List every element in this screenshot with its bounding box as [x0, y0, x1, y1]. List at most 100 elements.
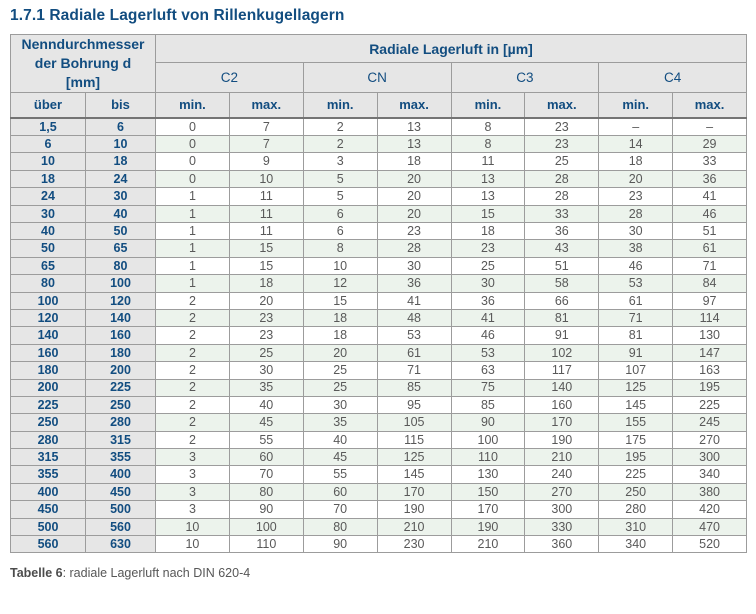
table-header: Nenndurchmesser der Bohrung d [mm] Radia…	[10, 33, 748, 120]
header-group-row: Nenndurchmesser der Bohrung d [mm] Radia…	[10, 33, 748, 93]
header-cn-max: max.	[376, 91, 452, 120]
cell-cn-max: 20	[376, 169, 452, 189]
cell-c3-min: 100	[450, 430, 526, 450]
cell-c4-max: 380	[672, 482, 748, 502]
cell-over: 200	[10, 378, 86, 397]
header-c3-max: max.	[524, 91, 600, 120]
cell-to: 200	[85, 361, 156, 380]
cell-c3-max: 23	[524, 117, 600, 137]
cell-c4-max: 520	[672, 535, 748, 554]
cell-over: 40	[10, 222, 86, 241]
cell-cn-max: 61	[376, 343, 452, 363]
cell-over: 65	[10, 256, 86, 276]
table-row: 180 200 2 30 25 71 63 117 107 163	[10, 361, 748, 380]
cell-cn-min: 90	[302, 535, 378, 554]
cell-c2-max: 90	[228, 500, 304, 519]
table-row: 250 280 2 45 35 105 90 170 155 245	[10, 413, 748, 432]
cell-over: 400	[10, 482, 86, 502]
cell-c2-min: 10	[155, 535, 230, 554]
cell-c4-min: 145	[598, 395, 674, 415]
cell-c2-min: 3	[155, 465, 230, 484]
cell-cn-min: 5	[302, 169, 378, 189]
cell-c2-min: 10	[155, 517, 230, 537]
cell-cn-min: 25	[302, 361, 378, 380]
cell-cn-max: 210	[376, 517, 452, 537]
cell-c3-max: 160	[524, 395, 600, 415]
cell-c3-max: 28	[524, 187, 600, 206]
cell-c4-max: 51	[672, 222, 748, 241]
table-row: 400 450 3 80 60 170 150 270 250 380	[10, 482, 748, 502]
table-row: 24 30 1 11 5 20 13 28 23 41	[10, 187, 748, 206]
cell-c4-max: 420	[672, 500, 748, 519]
cell-c4-min: 20	[598, 169, 674, 189]
cell-to: 30	[85, 187, 156, 206]
cell-cn-min: 20	[302, 343, 378, 363]
header-c4-min: min.	[598, 91, 674, 120]
cell-c4-min: 28	[598, 204, 674, 224]
cell-to: 120	[85, 291, 156, 310]
table-row: 315 355 3 60 45 125 110 210 195 300	[10, 448, 748, 467]
cell-c2-max: 40	[228, 395, 304, 415]
cell-over: 560	[10, 535, 86, 554]
cell-to: 24	[85, 169, 156, 189]
cell-to: 315	[85, 430, 156, 450]
cell-cn-min: 40	[302, 430, 378, 450]
cell-cn-max: 105	[376, 413, 452, 432]
cell-c3-max: 43	[524, 239, 600, 258]
cell-c3-min: 15	[450, 204, 526, 224]
cell-cn-min: 55	[302, 465, 378, 484]
cell-to: 65	[85, 239, 156, 258]
cell-c2-min: 2	[155, 308, 230, 328]
cell-c3-max: 36	[524, 222, 600, 241]
cell-c3-min: 11	[450, 152, 526, 171]
cell-to: 40	[85, 204, 156, 224]
cell-c4-max: 163	[672, 361, 748, 380]
cell-c4-max: 130	[672, 326, 748, 345]
cell-c2-min: 0	[155, 135, 230, 154]
cell-cn-min: 15	[302, 291, 378, 310]
table-row: 500 560 10 100 80 210 190 330 310 470	[10, 517, 748, 537]
cell-c3-max: 23	[524, 135, 600, 154]
cell-c2-min: 2	[155, 291, 230, 310]
cell-cn-max: 13	[376, 117, 452, 137]
cell-c2-min: 3	[155, 482, 230, 502]
table-row: 65 80 1 15 10 30 25 51 46 71	[10, 256, 748, 276]
cell-c2-max: 11	[228, 204, 304, 224]
cell-c2-max: 55	[228, 430, 304, 450]
cell-c4-min: 125	[598, 378, 674, 397]
cell-c3-max: 117	[524, 361, 600, 380]
cell-cn-max: 41	[376, 291, 452, 310]
cell-c3-min: 30	[450, 274, 526, 293]
cell-c4-min: 91	[598, 343, 674, 363]
cell-c4-min: 61	[598, 291, 674, 310]
cell-c2-min: 3	[155, 500, 230, 519]
cell-c4-min: 280	[598, 500, 674, 519]
header-cn-min: min.	[302, 91, 378, 120]
cell-c2-max: 35	[228, 378, 304, 397]
cell-c2-min: 2	[155, 413, 230, 432]
cell-c3-min: 41	[450, 308, 526, 328]
cell-c3-min: 85	[450, 395, 526, 415]
cell-c4-min: 53	[598, 274, 674, 293]
cell-cn-max: 71	[376, 361, 452, 380]
cell-to: 400	[85, 465, 156, 484]
cell-to: 355	[85, 448, 156, 467]
cell-c2-max: 7	[228, 135, 304, 154]
cell-c3-max: 51	[524, 256, 600, 276]
header-class-c3: C3	[450, 62, 600, 93]
cell-c3-max: 25	[524, 152, 600, 171]
cell-over: 355	[10, 465, 86, 484]
cell-c3-max: 360	[524, 535, 600, 554]
cell-cn-min: 60	[302, 482, 378, 502]
cell-c3-max: 140	[524, 378, 600, 397]
cell-cn-min: 6	[302, 204, 378, 224]
cell-c3-max: 170	[524, 413, 600, 432]
cell-c2-max: 11	[228, 222, 304, 241]
cell-c2-max: 23	[228, 326, 304, 345]
cell-to: 80	[85, 256, 156, 276]
cell-over: 280	[10, 430, 86, 450]
table-row: 6 10 0 7 2 13 8 23 14 29	[10, 135, 748, 154]
cell-c2-max: 7	[228, 117, 304, 137]
table-row: 200 225 2 35 25 85 75 140 125 195	[10, 378, 748, 397]
cell-c4-max: 195	[672, 378, 748, 397]
